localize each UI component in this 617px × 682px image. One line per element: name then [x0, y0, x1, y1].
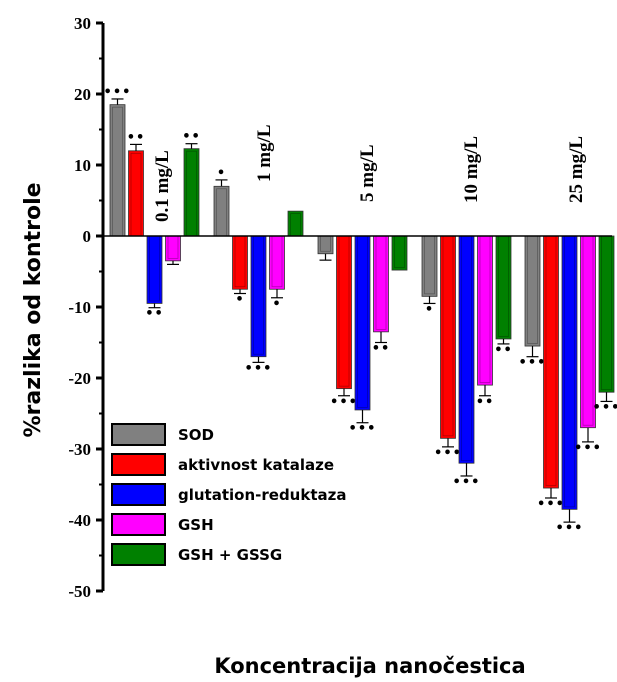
- y-tick-label: -10: [68, 298, 91, 317]
- significance-mark: •: [217, 166, 226, 181]
- category-labels: 0.1 mg/L 1 mg/L 5 mg/L 10 mg/L 25 mg/L: [152, 124, 587, 222]
- significance-mark: ••: [372, 342, 391, 357]
- y-tick-label: 30: [74, 14, 91, 33]
- legend-swatch: [111, 483, 166, 506]
- category-label: 5 mg/L: [357, 144, 378, 202]
- legend-entry: GSH: [178, 516, 214, 534]
- legend-swatch: [111, 543, 166, 566]
- significance-mark: •••: [349, 422, 377, 437]
- legend: SOD aktivnost katalaze glutation-reduktaza…: [111, 423, 346, 566]
- significance-mark: •••: [245, 361, 273, 376]
- y-tick-label: 0: [83, 227, 92, 246]
- significance-mark: •: [272, 297, 281, 312]
- y-axis-label: %razlika od kontrole: [21, 182, 46, 437]
- significance-mark: •••: [593, 400, 617, 415]
- legend-entry: SOD: [178, 426, 214, 444]
- legend-entry: GSH + GSSG: [178, 546, 282, 564]
- legend-swatch: [111, 423, 166, 446]
- significance-mark: •: [425, 302, 434, 317]
- bars-layer: ••••••••••••••••••••••••••••••••••••••••…: [103, 85, 617, 536]
- x-axis-label: Koncentracija nanočestica: [214, 654, 525, 678]
- significance-mark: •••: [556, 521, 584, 536]
- significance-mark: •••: [434, 446, 462, 461]
- legend-swatch: [111, 513, 166, 536]
- category-label: 1 mg/L: [254, 124, 275, 182]
- significance-mark: ••: [494, 343, 513, 358]
- y-tick-label: 10: [74, 156, 91, 175]
- category-label: 0.1 mg/L: [152, 150, 173, 222]
- y-tick-label: -40: [68, 511, 91, 530]
- significance-mark: ••: [145, 307, 164, 322]
- significance-mark: •••: [104, 85, 132, 100]
- significance-mark: •••: [537, 497, 565, 512]
- y-tick-label: -20: [68, 369, 91, 388]
- legend-swatch: [111, 453, 166, 476]
- y-axis: 30 20 10 0 -10 -20 -30 -40 -50: [68, 14, 105, 601]
- y-tick-label: 20: [74, 85, 91, 104]
- y-tick-label: -50: [68, 582, 91, 601]
- significance-mark: •••: [453, 475, 481, 490]
- category-label: 10 mg/L: [461, 136, 482, 203]
- significance-mark: •: [235, 293, 244, 308]
- significance-mark: •••: [519, 356, 547, 371]
- significance-mark: •••: [330, 395, 358, 410]
- significance-mark: ••: [476, 395, 495, 410]
- legend-entry: aktivnost katalaze: [178, 456, 334, 474]
- category-label: 25 mg/L: [566, 136, 587, 203]
- significance-mark: ••: [182, 130, 201, 145]
- y-tick-label: -30: [68, 440, 91, 459]
- legend-entry: glutation-reduktaza: [178, 486, 346, 504]
- significance-mark: ••: [127, 130, 146, 145]
- significance-mark: •••: [574, 441, 602, 456]
